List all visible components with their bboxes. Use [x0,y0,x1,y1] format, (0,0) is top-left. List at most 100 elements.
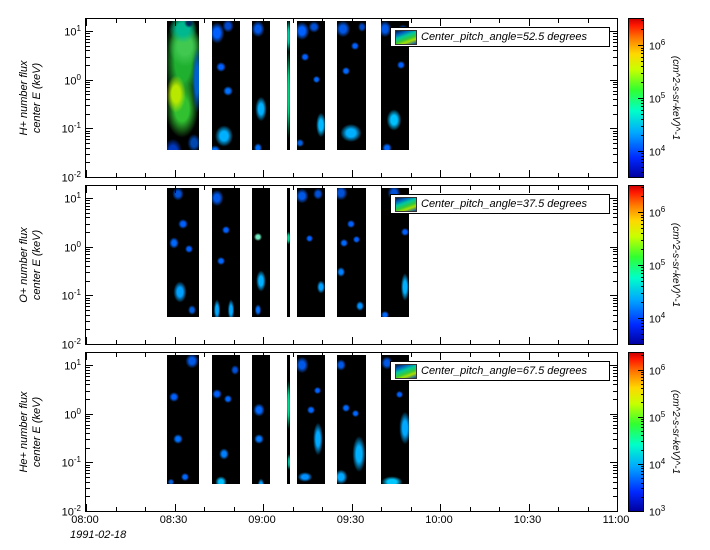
colorbar-tick [638,369,643,371]
tick-mark [86,200,90,202]
tick-mark [86,266,90,268]
tick-mark [263,504,264,511]
tick-mark [440,353,441,360]
colorbar-tick [640,449,643,451]
colorbar-tick [640,109,643,111]
flux-blob [357,21,366,34]
tick-mark [115,186,117,190]
tick-mark [440,337,441,344]
tick-mark [115,340,117,344]
tick-mark [613,87,617,89]
tick-mark [610,246,617,248]
colorbar-tick [640,383,643,385]
colorbar-tick [640,171,643,173]
tick-mark [86,272,90,274]
colorbar-tick [640,488,643,490]
tick-mark [115,173,117,177]
y-tick-label: 100 [64,406,81,422]
tick-mark [528,186,530,193]
spectrogram-segment [337,355,366,484]
tick-mark [587,19,589,23]
tick-mark [613,372,617,374]
y-tick-label: 100 [64,72,81,88]
tick-mark [613,302,617,304]
colorbar-tick [640,280,643,282]
spectrogram-segment [296,188,325,317]
tick-mark [174,337,176,344]
y-tick-label: 10-2 [61,337,81,352]
tick-mark [86,302,90,304]
colorbar-tick [640,158,643,160]
tick-mark [233,353,235,357]
flux-blob [172,433,185,446]
flux-blob [177,217,190,230]
colorbar-tick [638,98,643,99]
flux-blob [215,256,226,267]
tick-mark [322,173,323,177]
tick-mark [499,507,500,511]
tick-mark [440,186,441,193]
flux-blob [384,106,403,133]
spectrogram-segment [337,21,366,150]
colorbar-tick-label: 106 [649,38,666,53]
colorbar-tick [640,113,643,115]
tick-mark [613,329,617,331]
y-axis-label-he-plus: He+ number flux center E (keV) [18,352,48,512]
tick-mark [613,254,617,256]
tick-mark [613,94,617,96]
y-tick-label: 10-2 [61,170,81,185]
tick-mark [613,202,617,204]
tick-mark [86,205,90,207]
flux-blob [167,477,175,484]
tick-mark [613,223,617,225]
tick-mark [86,314,90,316]
tick-mark [86,45,90,47]
tick-mark [322,507,323,511]
flux-blob [352,235,362,245]
flux-blob [300,51,311,62]
tick-mark [613,280,617,282]
tick-mark [613,50,617,52]
spectrogram-segment [252,355,271,484]
colorbar-tick [640,82,643,84]
colorbar-tick [638,212,643,214]
colorbar-tick-label: 105 [649,409,666,425]
tick-mark [174,504,176,511]
tick-mark [86,306,90,308]
tick-mark [610,128,617,130]
colorbar-tick [640,423,643,425]
tick-mark [86,147,90,149]
colorbar-tick [640,61,643,63]
tick-mark [145,353,146,357]
legend-label: Center_pitch_angle=52.5 degrees [421,31,588,43]
tick-mark [86,447,90,449]
flux-blob [315,109,325,140]
tick-mark [86,418,90,420]
flux-blob [341,403,352,414]
tick-mark [86,415,90,417]
tick-mark [86,162,90,164]
tick-mark [86,186,87,193]
flux-blob [394,389,404,399]
tick-mark [86,300,90,302]
tick-mark [469,173,471,177]
tick-mark [613,447,617,449]
tick-mark [292,507,294,511]
flux-blob [286,452,291,473]
colorbar-tick [640,134,643,136]
flux-blob [286,375,291,436]
tick-mark [410,340,412,344]
colorbar-tick [640,214,643,216]
tick-mark [86,390,90,392]
flux-blob [187,304,198,316]
tick-mark [86,79,93,81]
flux-blob [399,227,410,238]
flux-blob [211,188,225,209]
tick-mark [469,340,471,344]
tick-mark [613,135,617,137]
tick-mark [613,496,617,498]
tick-mark [613,143,617,145]
colorbar-tick [640,220,643,222]
flux-blob [355,300,366,313]
y-tick-label: 101 [64,358,81,373]
